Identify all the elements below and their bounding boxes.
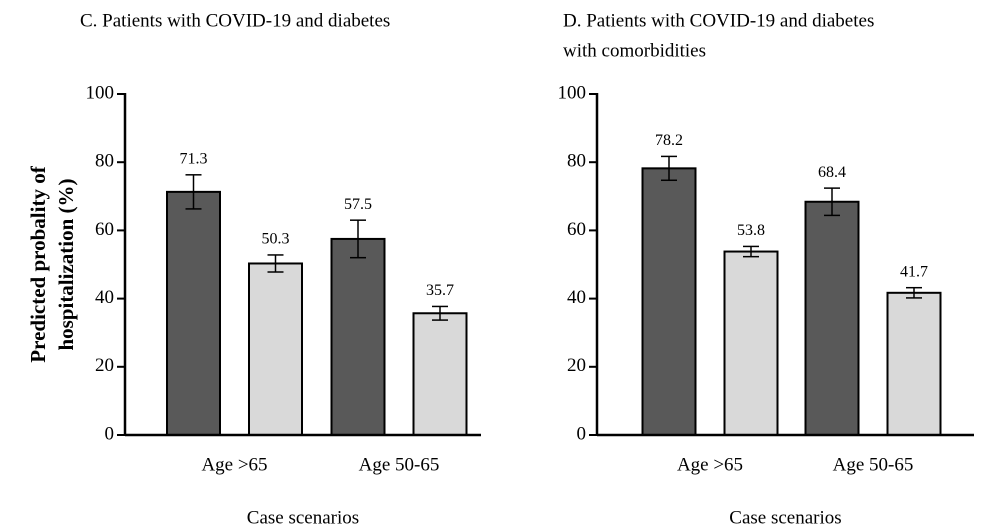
y-axis-label: Predicted probality of [26,165,50,362]
bar [886,291,942,437]
error-bar [824,187,840,217]
y-axis-label: hospitalization (%) [54,178,78,350]
y-tick-label: 40 [95,287,114,308]
value-label: 41.7 [900,263,928,280]
chart-title: C. Patients with COVID-19 and diabetes [80,10,390,31]
chart-title: D. Patients with COVID-19 and diabetes [563,10,874,31]
value-label: 35.7 [426,282,454,299]
value-label: 71.3 [180,150,208,167]
y-tick-label: 20 [567,355,586,376]
y-tick-label: 60 [567,219,586,240]
bar [723,250,779,436]
bar [641,167,697,436]
bar [330,237,386,436]
error-bar [267,254,284,273]
y-tick-label: 80 [567,151,586,172]
error-bar [743,245,759,258]
value-label: 53.8 [737,222,765,239]
error-bar [185,174,202,210]
bar [412,312,468,436]
value-label: 68.4 [818,164,846,181]
x-tick-label: Age >65 [201,454,267,475]
value-label: 50.3 [262,231,290,248]
x-tick-label: Age 50-65 [359,454,440,475]
x-axis-label: Case scenarios [247,507,359,528]
bar [804,200,860,436]
x-tick-label: Age 50-65 [833,454,914,475]
y-tick-label: 60 [95,219,114,240]
y-tick-label: 0 [577,423,587,444]
value-label: 78.2 [655,132,683,149]
y-tick-label: 100 [558,82,587,103]
bar [166,190,221,436]
error-bar [432,305,448,321]
bar [248,262,303,436]
y-tick-label: 20 [95,355,114,376]
x-axis-label: Case scenarios [729,507,841,528]
error-bar [906,286,922,299]
y-tick-label: 40 [567,287,586,308]
error-bar [661,155,677,182]
y-tick-label: 0 [105,423,115,444]
y-tick-label: 80 [95,151,114,172]
error-bar [350,219,366,259]
value-label: 57.5 [344,196,372,213]
x-tick-label: Age >65 [677,454,743,475]
y-tick-label: 100 [86,82,115,103]
chart-title: with comorbidities [563,40,706,61]
